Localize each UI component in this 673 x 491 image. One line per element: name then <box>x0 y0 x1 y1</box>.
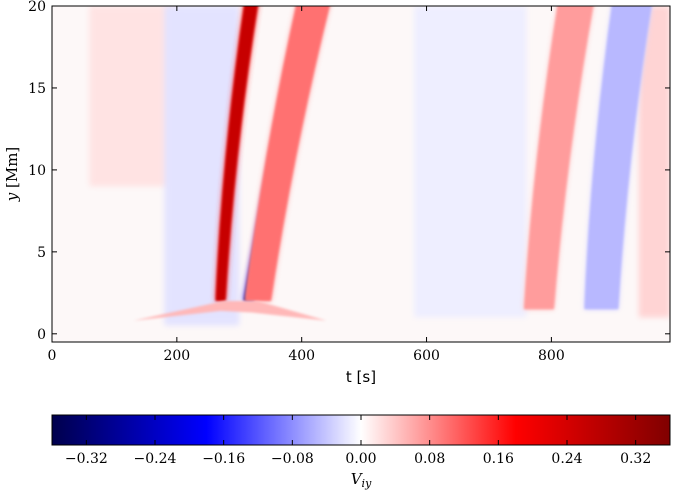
x-tick-label: 400 <box>288 348 315 364</box>
y-axis: 0 5 10 15 20 <box>28 0 670 343</box>
x-tick-label: 200 <box>163 348 190 364</box>
heatmap-wash-3 <box>638 6 670 318</box>
y-tick-label: 20 <box>28 0 46 15</box>
source-wedge <box>133 301 327 321</box>
colorbar: −0.32 −0.24 −0.16 −0.08 0.00 0.08 0.16 0.24 0.32… <box>51 414 671 490</box>
colorbar-tick-label: 0.32 <box>620 451 651 467</box>
x-tick-label: 0 <box>48 348 57 364</box>
secondary-positive-band <box>523 6 594 310</box>
heatmap-wash-2 <box>414 6 527 318</box>
plot-frame <box>51 5 671 343</box>
y-axis-label-unit: [Mm] <box>3 147 21 193</box>
x-tick-label: 600 <box>413 348 440 364</box>
colorbar-tick-label: 0.00 <box>345 451 376 467</box>
y-tick-label: 15 <box>28 81 46 97</box>
colorbar-tick-label: 0.24 <box>551 451 582 467</box>
colorbar-ticks: −0.32 −0.24 −0.16 −0.08 0.00 0.08 0.16 0.24 0.32 <box>65 415 651 467</box>
x-axis-label: t [s] <box>346 368 376 386</box>
positive-ridge <box>215 6 258 302</box>
colorbar-label: Viy <box>351 470 372 490</box>
colorbar-tick-label: −0.08 <box>271 451 314 467</box>
y-axis-label-symbol: y <box>3 192 21 202</box>
colorbar-label-sub: iy <box>362 477 373 490</box>
colorbar-tick-label: 0.16 <box>483 451 514 467</box>
secondary-negative-band <box>584 6 652 310</box>
colorbar-tick-label: −0.16 <box>202 451 245 467</box>
heatmap-wash-0 <box>89 6 177 187</box>
heatmap-field <box>89 6 670 326</box>
x-tick-label: 800 <box>538 348 565 364</box>
y-tick-label: 0 <box>37 327 46 343</box>
colorbar-tick-label: −0.24 <box>134 451 177 467</box>
y-tick-label: 10 <box>28 163 46 179</box>
trailing-positive-band <box>245 6 330 302</box>
colorbar-tick-label: −0.32 <box>65 451 108 467</box>
y-axis-label: y [Mm] <box>3 147 21 203</box>
colorbar-tick-label: 0.08 <box>414 451 445 467</box>
y-tick-label: 5 <box>37 245 46 261</box>
x-axis: 0 200 400 600 800 <box>48 6 565 364</box>
heatmap <box>51 5 671 343</box>
colorbar-label-main: V <box>351 470 364 488</box>
